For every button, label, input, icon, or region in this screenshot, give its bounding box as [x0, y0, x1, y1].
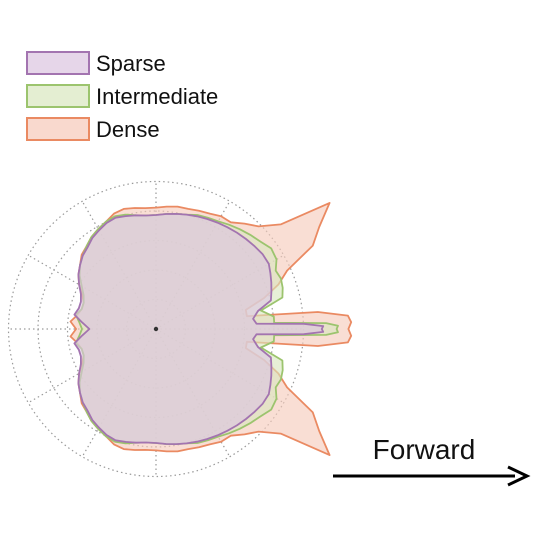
legend-entry-intermediate: Intermediate [26, 84, 218, 109]
grid-spoke [81, 328, 157, 458]
legend-swatch [26, 51, 90, 75]
grid-spoke [81, 200, 157, 330]
forward-arrow-icon [333, 465, 531, 487]
legend-entry-sparse: Sparse [26, 51, 166, 76]
legend-swatch [26, 117, 90, 141]
center-point [153, 326, 159, 332]
forward-label: Forward [373, 434, 476, 465]
series-areas [69, 201, 353, 457]
series-area-sparse [73, 212, 325, 446]
legend-label: Dense [96, 117, 160, 142]
legend-label: Sparse [96, 51, 166, 76]
legend-swatch [26, 84, 90, 108]
legend: Sparse Intermediate Dense [26, 51, 218, 142]
legend-entry-dense: Dense [26, 117, 160, 142]
grid-spoke [27, 254, 157, 330]
grid-spoke [27, 328, 157, 404]
legend-label: Intermediate [96, 84, 218, 109]
